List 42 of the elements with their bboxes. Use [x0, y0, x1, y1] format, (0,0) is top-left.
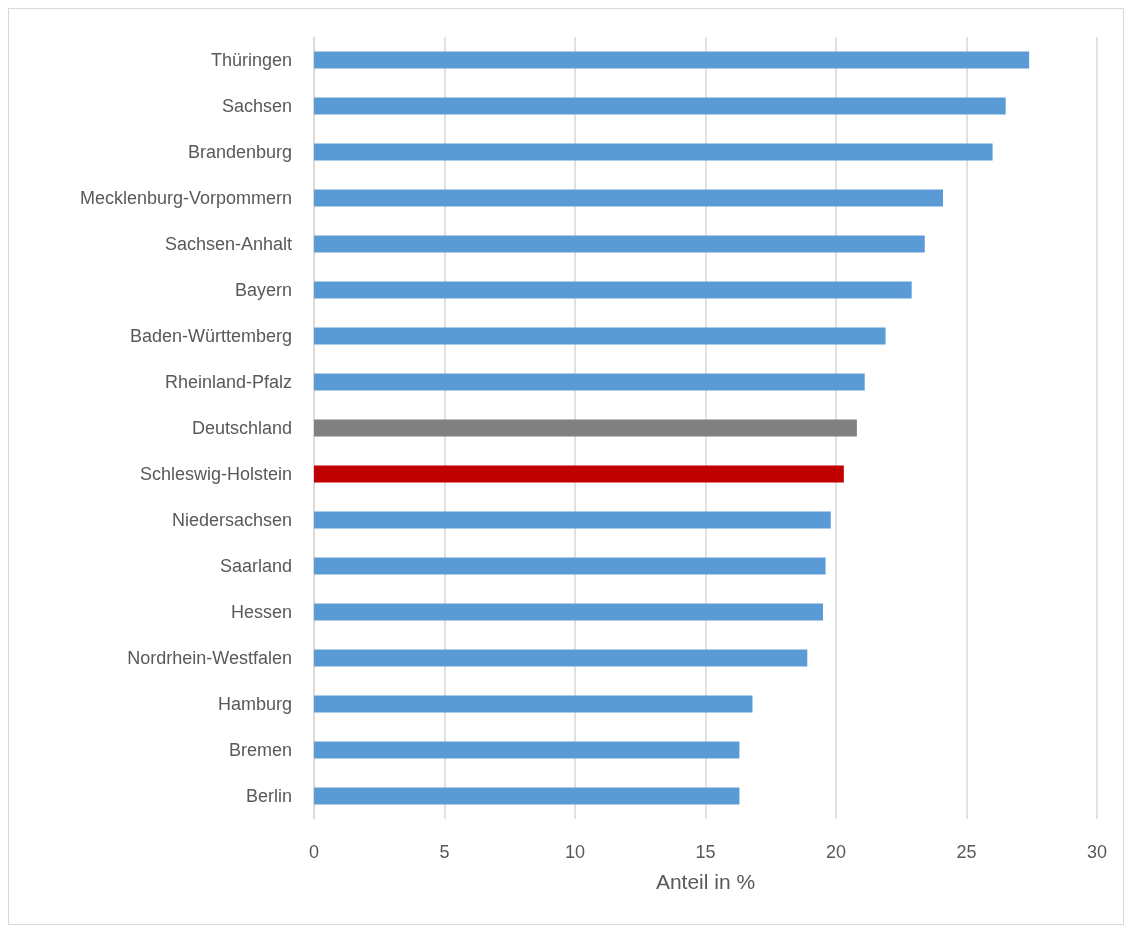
bar [314, 143, 993, 161]
x-tick-label: 20 [825, 842, 847, 862]
x-tick-label: 5 [439, 842, 450, 862]
x-tick-label: 25 [956, 842, 977, 862]
bar [314, 419, 857, 437]
y-tick-label: Brandenburg [187, 142, 292, 162]
x-tick-label: 0 [308, 842, 320, 862]
y-tick-label: Berlin [245, 786, 292, 806]
y-tick-label: Deutschland [191, 418, 292, 438]
y-tick-label: Sachsen-Anhalt [164, 234, 292, 254]
x-axis-title: Anteil in % [655, 870, 756, 893]
y-tick-label: Bremen [228, 740, 292, 760]
bar [314, 741, 740, 759]
bar [314, 189, 944, 207]
bar [314, 511, 831, 529]
y-tick-label: Sachsen [221, 96, 292, 116]
bar [314, 281, 912, 299]
y-tick-label: Rheinland-Pfalz [164, 372, 292, 392]
x-tick-label: 15 [695, 842, 716, 862]
bar [314, 327, 886, 345]
bar [314, 649, 808, 667]
y-tick-label: Niedersachsen [171, 510, 292, 530]
x-tick-label: 10 [564, 842, 586, 862]
bar [314, 51, 1030, 69]
bar [314, 557, 826, 575]
y-tick-label: Bayern [234, 280, 292, 300]
y-tick-label: Baden-Württemberg [129, 326, 292, 346]
bar [314, 235, 925, 253]
y-tick-label: Hamburg [217, 694, 292, 714]
y-tick-label: Thüringen [210, 50, 292, 70]
y-tick-label: Nordrhein-Westfalen [127, 648, 292, 668]
y-tick-label: Hessen [230, 602, 292, 622]
y-tick-label: Schleswig-Holstein [139, 464, 292, 484]
bar [314, 373, 865, 391]
y-tick-label: Mecklenburg-Vorpommern [79, 188, 292, 208]
bar [314, 603, 823, 621]
bar [314, 97, 1006, 115]
bar [314, 787, 740, 805]
x-tick-label: 30 [1086, 842, 1108, 862]
bar [314, 465, 844, 483]
bar [314, 695, 753, 713]
y-tick-label: Saarland [219, 556, 292, 576]
